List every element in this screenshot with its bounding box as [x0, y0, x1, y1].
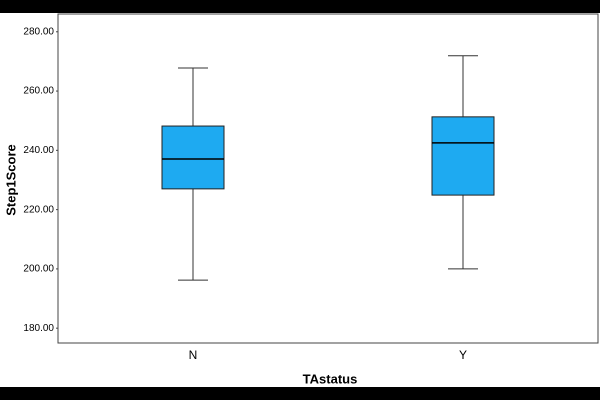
y-axis-title: Step1Score — [3, 144, 18, 216]
chart-background — [0, 13, 600, 387]
y-tick-label: 200.00 — [23, 264, 54, 275]
y-tick-label: 260.00 — [23, 86, 54, 97]
box — [161, 125, 225, 190]
x-tick-label: Y — [459, 348, 467, 362]
y-tick-label: 280.00 — [23, 26, 54, 37]
y-tick-label: 180.00 — [23, 323, 54, 334]
x-tick-label: N — [189, 348, 198, 362]
y-tick-label: 220.00 — [23, 204, 54, 215]
box — [431, 116, 495, 196]
x-axis-title: TAstatus — [303, 371, 358, 386]
y-tick-label: 240.00 — [23, 145, 54, 156]
plot-frame — [57, 13, 599, 344]
